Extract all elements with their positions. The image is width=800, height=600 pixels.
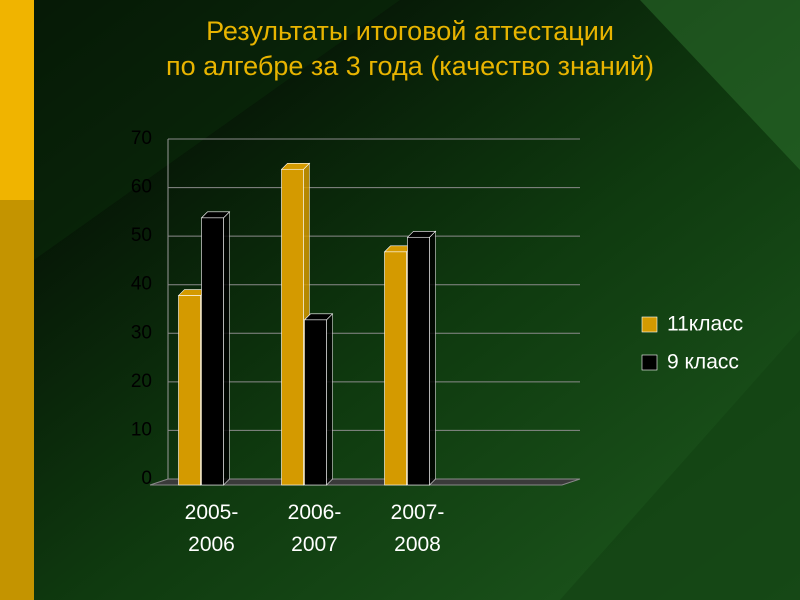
decor — [34, 0, 400, 260]
legend-swatch — [641, 354, 658, 371]
side-strip — [0, 0, 34, 200]
legend-label: 11класс — [667, 313, 743, 336]
y-tick-label: 60 — [131, 177, 152, 198]
bar-side — [429, 230, 436, 486]
y-tick-label: 20 — [131, 371, 152, 392]
x-tick-label: 2005-2006 — [185, 501, 239, 556]
x-tick-label: 2007-2008 — [391, 501, 445, 556]
bar — [178, 295, 201, 486]
bar — [407, 236, 430, 486]
bar-side — [223, 211, 230, 486]
y-tick-label: 10 — [131, 419, 152, 440]
legend-swatch — [641, 316, 658, 333]
decor — [560, 330, 800, 600]
chart-title: Результаты итоговой аттестации — [206, 16, 614, 46]
legend-label: 9 класс — [667, 351, 739, 374]
y-tick-label: 40 — [131, 274, 152, 295]
side-strip — [0, 200, 34, 600]
decor — [640, 0, 800, 170]
y-tick-label: 50 — [131, 225, 152, 246]
bar — [304, 319, 327, 486]
bar — [281, 168, 304, 486]
y-tick-label: 30 — [131, 322, 152, 343]
y-tick-label: 0 — [141, 468, 152, 489]
bar — [201, 217, 224, 486]
y-tick-label: 70 — [131, 128, 152, 149]
chart-title: по алгебре за 3 года (качество знаний) — [166, 51, 654, 81]
bar — [384, 251, 407, 486]
bar-side — [326, 313, 333, 486]
x-tick-label: 2006-2007 — [288, 501, 342, 556]
